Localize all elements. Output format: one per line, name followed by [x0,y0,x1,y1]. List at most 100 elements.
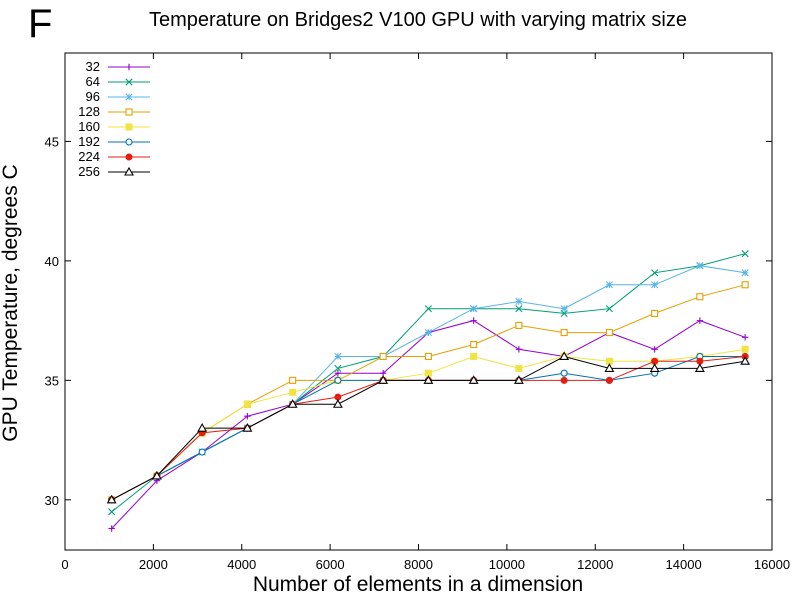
panel-label: F [28,2,53,46]
data-point-192 [334,376,342,384]
data-point-32 [470,317,477,324]
legend-label-96: 96 [86,89,100,104]
x-tick-label: 6000 [316,557,345,572]
data-point-64 [334,364,342,372]
x-tick-label: 10000 [489,557,525,572]
data-point-256 [332,399,343,408]
data-point-160 [741,345,749,353]
legend-label-32: 32 [86,59,100,74]
data-point-192 [560,369,568,377]
x-tick-label: 12000 [577,557,613,572]
data-point-96 [696,262,704,270]
legend-marker-256 [124,166,134,176]
data-point-128 [696,293,704,301]
data-point-64 [108,508,116,516]
data-point-160 [470,352,478,360]
data-point-32 [741,334,749,341]
data-point-256 [694,363,705,372]
plot-frame [64,52,773,551]
data-point-256 [740,356,751,365]
series-line-128 [111,284,746,501]
legend-label-224: 224 [78,149,100,164]
data-point-128 [424,352,432,361]
data-point-256 [649,363,660,372]
x-tick-label: 14000 [666,557,702,572]
data-point-96 [424,329,432,337]
data-point-128 [470,340,478,349]
y-axis-label: GPU Temperature, degrees C [0,164,22,441]
data-point-32 [696,317,704,324]
data-point-128 [651,309,659,317]
data-point-160 [289,388,297,396]
series-128 [108,281,749,504]
data-point-128 [605,329,613,337]
x-tick-label: 16000 [754,557,790,572]
data-point-256 [287,399,298,408]
legend-marker-96 [125,93,133,101]
data-point-64 [651,269,659,277]
data-point-128 [741,281,749,289]
data-point-224 [560,376,568,384]
data-point-128 [289,376,297,384]
legend-label-64: 64 [86,74,100,89]
y-tick-label: 30 [45,493,59,508]
y-tick-label: 35 [45,373,59,388]
data-point-32 [334,369,342,377]
legend-marker-64 [125,78,133,86]
data-point-96 [334,352,342,361]
data-point-160 [515,364,523,372]
legend-marker-160 [125,123,133,131]
data-point-32 [651,346,658,353]
data-point-256 [242,423,253,432]
plot-area: 0 2000 4000 6000 8000 10000 12000 14000 16000 30 3… [45,52,790,572]
data-point-32 [108,525,115,532]
data-point-96 [605,281,613,289]
data-point-96 [560,305,568,313]
x-tick-label: 2000 [139,557,168,572]
data-point-128 [379,352,387,361]
y-tick-label: 40 [45,254,59,269]
data-point-32 [244,412,251,420]
data-point-96 [470,305,478,313]
legend-label-160: 160 [78,119,100,134]
data-point-256 [513,375,524,384]
data-point-96 [515,297,523,306]
data-point-128 [560,329,568,337]
data-point-64 [515,305,523,313]
x-tick-label: 0 [61,557,68,572]
data-point-256 [151,470,162,480]
data-point-256 [378,375,389,384]
legend-label-256: 256 [78,164,100,179]
legend-marker-192 [125,138,133,146]
y-tick-label: 45 [45,134,59,149]
x-tick-label: 4000 [227,557,256,572]
data-point-64 [741,250,749,258]
series-256 [106,351,751,504]
data-point-160 [243,400,251,408]
data-point-256 [604,363,615,372]
series-32 [108,317,749,532]
data-point-256 [423,375,434,384]
legend-marker-128 [125,108,133,116]
data-point-64 [605,305,613,313]
legend-label-192: 192 [78,134,100,149]
data-point-256 [197,423,208,432]
x-tick-label: 8000 [404,557,433,572]
data-point-96 [651,281,659,289]
x-axis-label: Number of elements in a dimension [253,573,583,596]
data-point-96 [741,269,749,277]
legend-marker-32 [125,63,133,71]
chart-title: Temperature on Bridges2 V100 GPU with va… [149,9,687,31]
data-point-256 [559,351,570,361]
data-point-32 [515,346,523,353]
data-point-64 [424,305,432,313]
data-point-256 [106,494,117,504]
series-line-32 [111,320,746,529]
data-point-256 [468,375,479,384]
legend-label-128: 128 [78,104,100,119]
data-point-192 [198,448,206,456]
data-point-224 [605,376,613,384]
legend-marker-224 [125,153,133,161]
